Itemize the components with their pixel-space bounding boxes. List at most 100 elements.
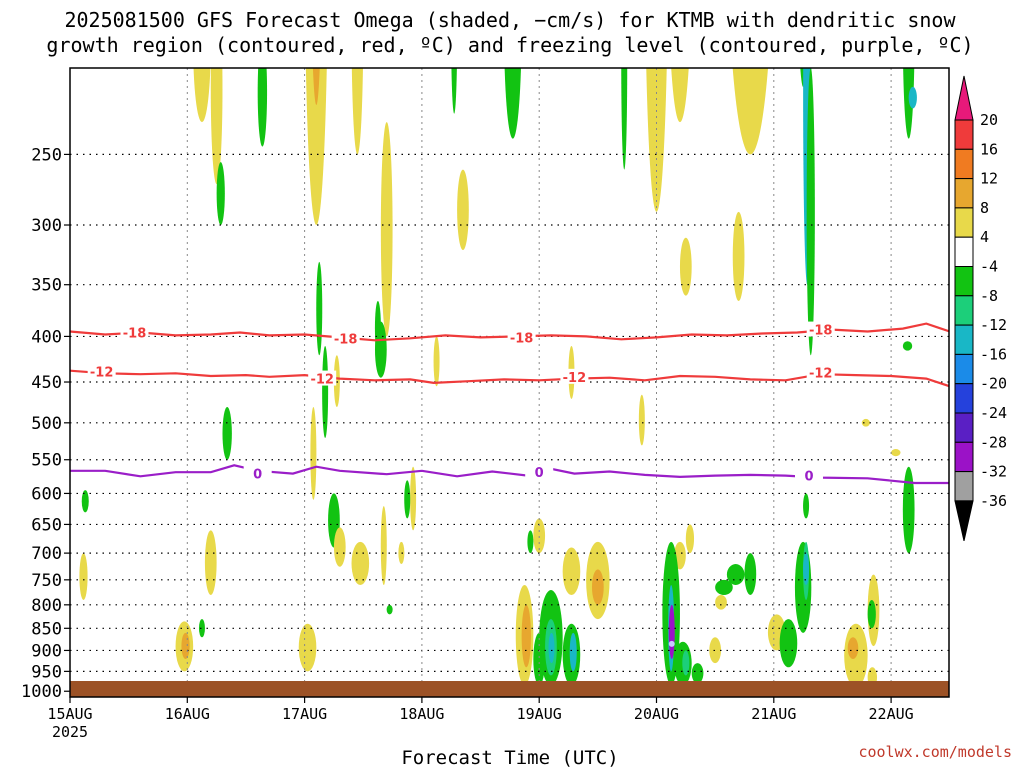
y-tick-label: 250 xyxy=(31,145,62,165)
y-tick-label: 450 xyxy=(31,373,62,393)
omega-shade-blob xyxy=(210,68,223,185)
contour-label-bg xyxy=(331,330,360,346)
omega-shade-blob xyxy=(691,663,704,684)
ground-surface xyxy=(70,681,949,697)
omega-shade-blob xyxy=(794,541,812,633)
omega-shade-blob xyxy=(322,345,329,439)
colorbar-segment xyxy=(954,324,974,355)
omega-shade-blob xyxy=(732,211,745,301)
contour-label--18: -18 xyxy=(334,332,358,347)
omega-shade-blob xyxy=(380,506,387,585)
plot-area: -18 -18 -18 -18 -12 -12 -12 -12 0 0 0 xyxy=(70,68,949,697)
contour-line-0 xyxy=(70,464,949,485)
omega-shade-blob xyxy=(81,490,89,513)
omega-shade-blob xyxy=(621,68,628,170)
y-axis: 2503003504004505005506006507007508008509… xyxy=(21,145,70,702)
omega-shade-blob xyxy=(222,407,232,460)
omega-shade-blob xyxy=(351,68,363,155)
contour-label--18: -18 xyxy=(123,327,147,342)
colorbar-label: 16 xyxy=(980,140,998,158)
y-tick-label: 750 xyxy=(31,571,62,591)
chart-title-line2: growth region (contoured, red, ºC) and f… xyxy=(46,33,973,57)
x-tick-label: 19AUG xyxy=(517,705,562,723)
omega-shade-blob xyxy=(861,418,870,427)
omega-shade-blob xyxy=(638,394,645,446)
omega-shade-blob xyxy=(316,261,323,356)
colorbar-segment xyxy=(954,353,974,385)
contour-label-bg xyxy=(806,364,835,380)
y-tick-label: 300 xyxy=(31,216,62,236)
colorbar-label: -20 xyxy=(980,375,1007,393)
omega-shade-blob xyxy=(726,564,745,585)
omega-shade-blob xyxy=(569,632,577,672)
contour-label-bg xyxy=(794,467,823,483)
omega-shade-blob xyxy=(682,650,690,676)
omega-shade-blob xyxy=(847,637,859,659)
omega-shade-blob xyxy=(198,619,205,638)
omega-shade-blob xyxy=(351,541,370,585)
contour-label-0: 0 xyxy=(804,470,813,485)
x-axis: 15AUG 16AUG 17AUG 18AUG 19AUG 20AUG 21AUG 22AUG xyxy=(47,697,914,723)
contour-label-bg xyxy=(806,321,835,337)
colorbar-top-arrow xyxy=(954,75,974,121)
colorbar-segment xyxy=(954,266,974,297)
omega-shade-blob xyxy=(803,493,810,519)
colorbar-bottom-arrow xyxy=(954,500,974,542)
omega-shade-blob xyxy=(715,595,727,610)
colorbar-segment xyxy=(954,178,974,209)
omega-shade-blob xyxy=(521,604,531,668)
x-year-label: 2025 xyxy=(52,723,88,741)
omega-shade-blob xyxy=(374,321,387,378)
omega-shade-blob xyxy=(902,466,915,554)
contour-label-0: 0 xyxy=(253,468,262,483)
colorbar-label: 4 xyxy=(980,228,989,246)
omega-shade-blob xyxy=(715,579,733,596)
plot-frame xyxy=(69,67,950,698)
omega-shade-blob xyxy=(668,604,675,659)
chart-title-line1: 2025081500 GFS Forecast Omega (shaded, −… xyxy=(64,8,956,32)
colorbar-segment xyxy=(954,441,974,473)
x-axis-title: Forecast Time (UTC) xyxy=(401,747,618,768)
omega-shade-blob xyxy=(333,355,340,408)
y-tick-label: 900 xyxy=(31,641,62,661)
y-tick-label: 400 xyxy=(31,327,62,347)
colorbar-label: -4 xyxy=(980,258,998,276)
omega-shade-blob xyxy=(433,336,440,387)
colorbar-segment xyxy=(954,412,974,443)
y-tick-label: 800 xyxy=(31,596,62,616)
omega-shade-blob xyxy=(193,68,211,123)
omega-shade-blob xyxy=(204,530,217,596)
contour-label-0: 0 xyxy=(535,466,544,481)
omega-shade-blob xyxy=(533,518,546,554)
omega-shade-blob xyxy=(451,68,457,114)
colorbar-segment xyxy=(954,207,974,238)
omega-shade-blob xyxy=(803,553,810,585)
colorbar-label: -16 xyxy=(980,345,1007,363)
colorbar-label: -28 xyxy=(980,433,1007,451)
omega-shade-blob xyxy=(671,68,689,123)
omega-shade-blob xyxy=(312,68,320,105)
contour-label--12: -12 xyxy=(809,366,833,381)
omega-shade-blob xyxy=(527,530,534,554)
colorbar-segment xyxy=(954,148,974,180)
omega-shade-blob xyxy=(380,122,393,337)
colorbar: 20 16 12 8 4 -4 -8 -12 -16 -20 -24 -28 -32 -36 xyxy=(954,75,1007,542)
y-tick-label: 500 xyxy=(31,414,62,434)
colorbar-label: -24 xyxy=(980,404,1007,422)
omega-shade-blob xyxy=(504,68,521,139)
contour-label--18: -18 xyxy=(809,324,833,339)
contour-lines: -18 -18 -18 -18 -12 -12 -12 -12 0 0 0 xyxy=(70,321,949,485)
colorbar-segment xyxy=(954,295,974,326)
contour-label-bg xyxy=(560,368,589,384)
omega-shade-blob xyxy=(181,632,190,659)
omega-shade-blob xyxy=(79,553,88,600)
omega-shade-blob xyxy=(398,541,405,565)
colorbar-segment xyxy=(954,236,974,267)
contour-label-bg xyxy=(507,329,536,345)
colorbar-label: -36 xyxy=(980,492,1007,510)
omega-shade-blob xyxy=(744,553,757,596)
omega-shade-blob xyxy=(709,637,722,664)
grid-lines xyxy=(70,68,949,697)
contour-label-bg xyxy=(120,324,149,340)
omega-shade-blob xyxy=(679,237,692,296)
